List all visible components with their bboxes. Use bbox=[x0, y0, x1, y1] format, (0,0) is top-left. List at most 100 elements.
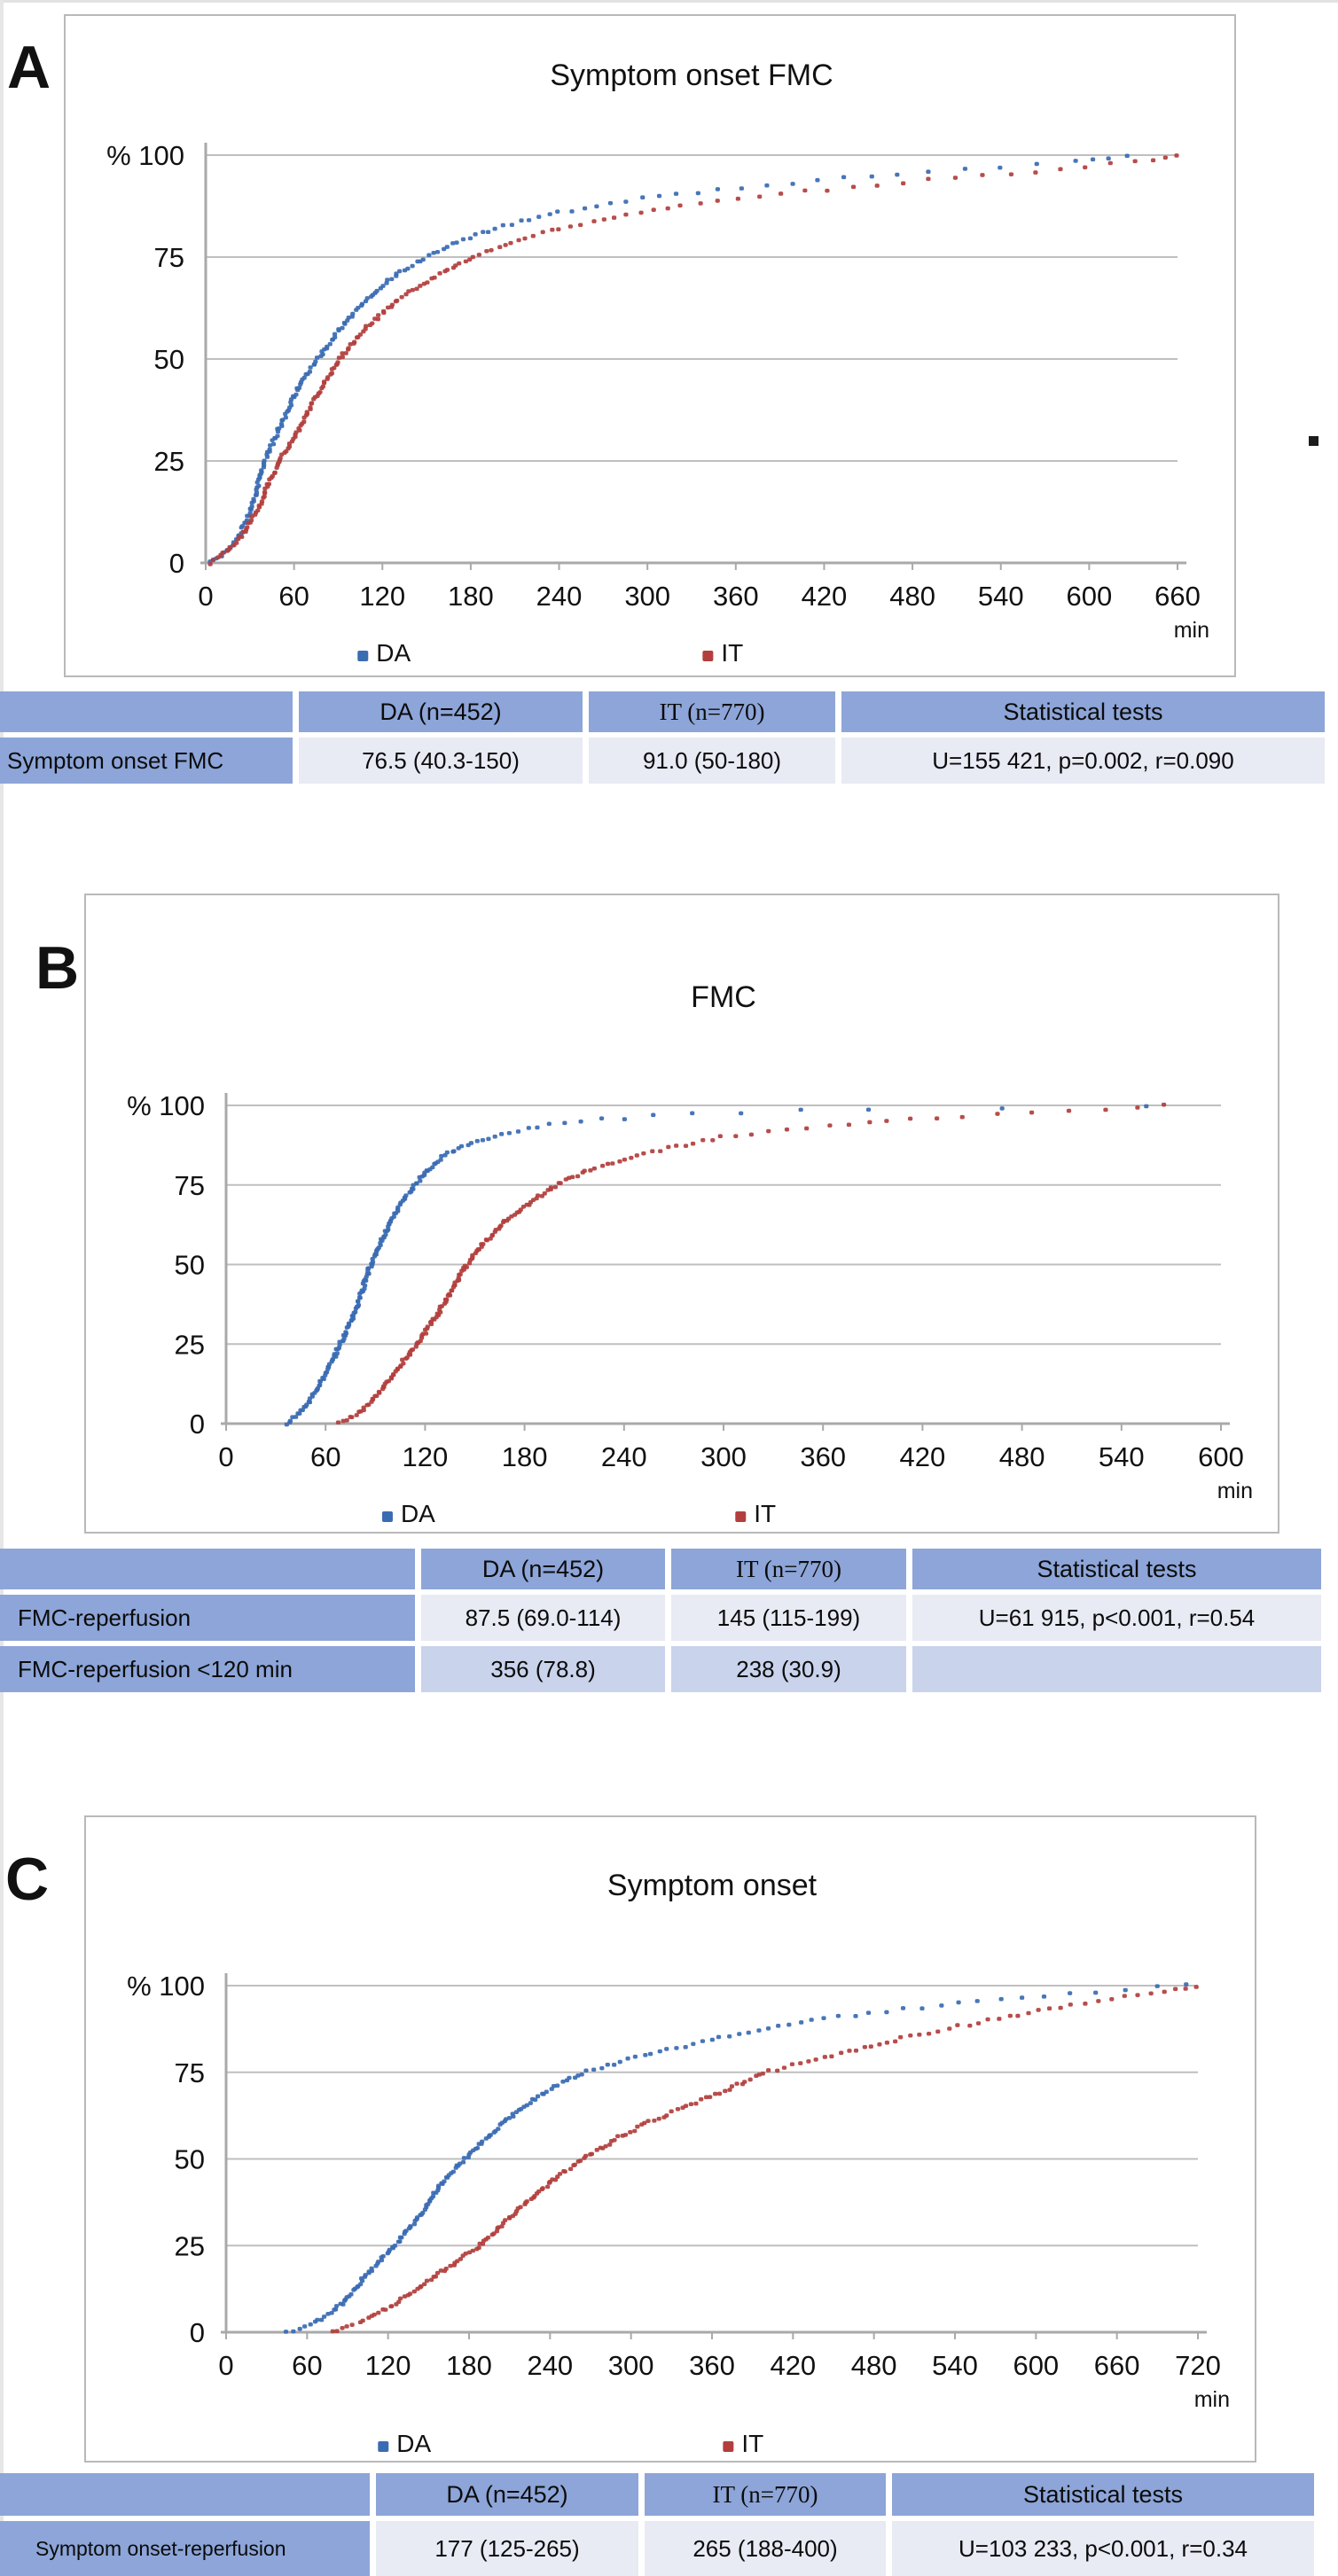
svg-text:420: 420 bbox=[802, 581, 848, 612]
svg-text:480: 480 bbox=[889, 581, 935, 612]
svg-text:DA: DA bbox=[376, 639, 411, 667]
svg-text:DA: DA bbox=[401, 1500, 435, 1527]
svg-text:IT: IT bbox=[741, 2430, 763, 2457]
svg-text:420: 420 bbox=[770, 2350, 816, 2381]
table-b-rowheader-2: FMC-reperfusion <120 min bbox=[0, 1646, 415, 1692]
table-c-da-value: 177 (125-265) bbox=[376, 2521, 638, 2576]
chart-card-b: % 100 75 50 25 0 0 60 120 180 240 300 360 420 480 540 6… bbox=[84, 894, 1279, 1534]
panel-label-b: B bbox=[35, 934, 80, 1002]
svg-text:540: 540 bbox=[978, 581, 1024, 612]
svg-text:0: 0 bbox=[198, 581, 213, 612]
table-c-it-value: 265 (188-400) bbox=[645, 2521, 886, 2576]
svg-text:50: 50 bbox=[175, 2144, 205, 2175]
svg-text:420: 420 bbox=[900, 1441, 946, 1472]
scan-edge-left bbox=[0, 0, 4, 2576]
svg-text:300: 300 bbox=[700, 1441, 747, 1472]
svg-text:0: 0 bbox=[218, 1441, 233, 1472]
svg-text:% 100: % 100 bbox=[127, 1090, 205, 1121]
table-a-stats-value: U=155 421, p=0.002, r=0.090 bbox=[841, 738, 1325, 784]
svg-text:% 100: % 100 bbox=[106, 140, 184, 171]
svg-text:min: min bbox=[1174, 618, 1209, 643]
svg-text:600: 600 bbox=[1066, 581, 1112, 612]
svg-text:75: 75 bbox=[154, 242, 184, 273]
svg-text:Symptom onset: Symptom onset bbox=[607, 1869, 818, 1902]
table-c-header-stats: Statistical tests bbox=[892, 2473, 1314, 2516]
svg-text:720: 720 bbox=[1175, 2350, 1221, 2381]
table-c-stats-value: U=103 233, p<0.001, r=0.34 bbox=[892, 2521, 1314, 2576]
table-symptom-onset-reperfusion: DA (n=452) IT (n=770) Statistical tests … bbox=[0, 2473, 1314, 2576]
svg-text:480: 480 bbox=[999, 1441, 1045, 1472]
table-b-da-value-1: 87.5 (69.0-114) bbox=[421, 1595, 665, 1641]
svg-text:360: 360 bbox=[713, 581, 759, 612]
svg-text:480: 480 bbox=[851, 2350, 897, 2381]
table-a-corner bbox=[0, 691, 293, 732]
svg-text:60: 60 bbox=[278, 581, 309, 612]
table-b-da-value-2: 356 (78.8) bbox=[421, 1646, 665, 1692]
svg-text:min: min bbox=[1194, 2387, 1230, 2412]
scan-artifact-dot bbox=[1309, 436, 1318, 446]
svg-text:180: 180 bbox=[448, 581, 494, 612]
chart-fmc: % 100 75 50 25 00 60 120 180 240 300 360 420 480 540 6… bbox=[127, 980, 1253, 1527]
svg-text:360: 360 bbox=[800, 1441, 846, 1472]
svg-text:25: 25 bbox=[175, 1329, 205, 1360]
svg-text:50: 50 bbox=[175, 1250, 205, 1281]
table-c-rowheader: Symptom onset-reperfusion bbox=[0, 2521, 370, 2576]
svg-text:540: 540 bbox=[1099, 1441, 1145, 1472]
svg-text:IT: IT bbox=[721, 639, 743, 667]
panel-label-a: A bbox=[7, 34, 51, 101]
svg-text:240: 240 bbox=[527, 2350, 573, 2381]
scan-edge-top bbox=[0, 0, 1338, 3]
svg-text:180: 180 bbox=[446, 2350, 492, 2381]
svg-text:300: 300 bbox=[608, 2350, 654, 2381]
svg-text:IT: IT bbox=[754, 1500, 776, 1527]
svg-text:60: 60 bbox=[292, 2350, 322, 2381]
table-c-header-da: DA (n=452) bbox=[376, 2473, 638, 2516]
table-b-stats-value-2 bbox=[912, 1646, 1321, 1692]
svg-text:180: 180 bbox=[502, 1441, 548, 1472]
svg-text:60: 60 bbox=[310, 1441, 340, 1472]
svg-text:0: 0 bbox=[190, 2317, 205, 2348]
table-c-corner bbox=[0, 2473, 370, 2516]
table-c-header-it: IT (n=770) bbox=[645, 2473, 886, 2516]
svg-text:min: min bbox=[1217, 1479, 1253, 1503]
svg-text:600: 600 bbox=[1013, 2350, 1059, 2381]
table-b-corner bbox=[0, 1549, 415, 1589]
chart-card-c: % 100 75 50 25 0 0 60 120 180 240 300 360 420 480 540 6… bbox=[84, 1815, 1256, 2463]
chart-card-a: % 100 75 50 25 0 0 60 120 180 240 300 360 420 480 540 6… bbox=[64, 14, 1236, 677]
svg-text:50: 50 bbox=[154, 344, 184, 375]
table-b-stats-value-1: U=61 915, p<0.001, r=0.54 bbox=[912, 1595, 1321, 1641]
svg-text:0: 0 bbox=[190, 1409, 205, 1440]
table-symptom-onset-fmc: DA (n=452) IT (n=770) Statistical tests … bbox=[0, 691, 1325, 784]
svg-text:FMC: FMC bbox=[691, 980, 756, 1014]
table-b-it-value-2: 238 (30.9) bbox=[671, 1646, 906, 1692]
svg-text:240: 240 bbox=[536, 581, 583, 612]
svg-text:DA: DA bbox=[396, 2430, 431, 2457]
table-fmc-reperfusion: DA (n=452) IT (n=770) Statistical tests … bbox=[0, 1549, 1321, 1692]
svg-text:25: 25 bbox=[154, 446, 184, 477]
table-b-it-value-1: 145 (115-199) bbox=[671, 1595, 906, 1641]
table-a-it-value: 91.0 (50-180) bbox=[589, 738, 835, 784]
svg-text:75: 75 bbox=[175, 2057, 205, 2088]
svg-text:120: 120 bbox=[403, 1441, 449, 1472]
chart-symptom-onset: % 100 75 50 25 00 60 120 180 240 300 360 420 480 540 6… bbox=[127, 1869, 1230, 2457]
svg-text:300: 300 bbox=[624, 581, 670, 612]
svg-text:120: 120 bbox=[359, 581, 405, 612]
table-a-header-it: IT (n=770) bbox=[589, 691, 835, 732]
table-a-header-stats: Statistical tests bbox=[841, 691, 1325, 732]
table-b-rowheader-1: FMC-reperfusion bbox=[0, 1595, 415, 1641]
svg-text:600: 600 bbox=[1198, 1441, 1244, 1472]
table-b-header-it: IT (n=770) bbox=[671, 1549, 906, 1589]
svg-text:360: 360 bbox=[689, 2350, 735, 2381]
svg-text:% 100: % 100 bbox=[127, 1971, 205, 2002]
svg-text:0: 0 bbox=[169, 548, 184, 579]
table-b-header-stats: Statistical tests bbox=[912, 1549, 1321, 1589]
svg-text:25: 25 bbox=[175, 2230, 205, 2261]
svg-text:240: 240 bbox=[601, 1441, 647, 1472]
svg-text:540: 540 bbox=[932, 2350, 978, 2381]
svg-text:75: 75 bbox=[175, 1170, 205, 1201]
svg-text:Symptom onset FMC: Symptom onset FMC bbox=[550, 59, 833, 92]
table-b-header-da: DA (n=452) bbox=[421, 1549, 665, 1589]
table-a-da-value: 76.5 (40.3-150) bbox=[299, 738, 583, 784]
panel-label-c: C bbox=[5, 1846, 50, 1913]
